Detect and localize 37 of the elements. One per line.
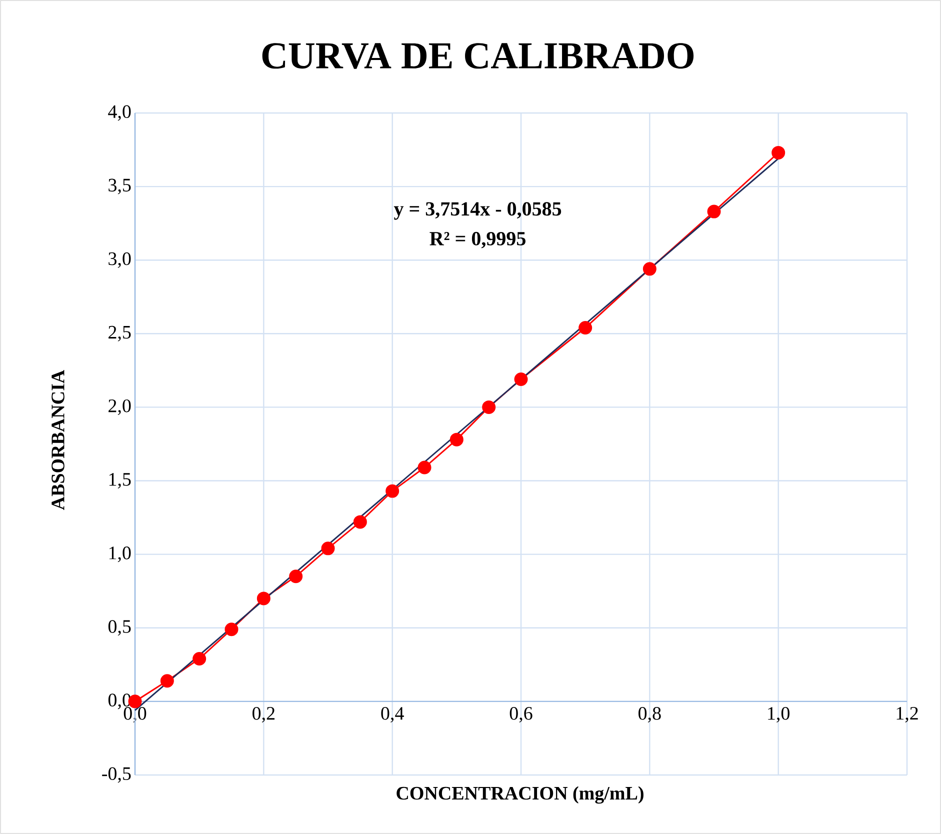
y-tick-label: 4,0	[108, 105, 131, 121]
point	[482, 400, 496, 414]
point	[256, 592, 270, 606]
point	[450, 432, 464, 446]
annotation: R² = 0,9995	[430, 232, 526, 248]
point	[321, 542, 335, 556]
y-tick-label: -0,5	[102, 767, 131, 783]
y-tick-label: 2,0	[108, 399, 131, 415]
x-axis-title: CONCENTRACION (mg/mL)	[396, 786, 644, 804]
point	[578, 321, 592, 335]
x-tick-label: 0,2	[252, 706, 275, 723]
x-tick-label: 0,6	[510, 706, 532, 723]
x-tick-label: 1,2	[896, 706, 918, 722]
y-axis-title: ABSORBANCIA	[52, 370, 64, 510]
point	[514, 372, 528, 386]
chart-title: CURVA DE CALIBRADO	[262, 43, 694, 69]
point	[386, 484, 400, 498]
x-tick-label: 0,0	[124, 706, 146, 723]
point	[224, 622, 238, 636]
x-tick-label: 1,0	[768, 706, 790, 723]
y-tick-label: 1,5	[109, 473, 131, 488]
point	[418, 460, 432, 474]
y-tick-label: 2,5	[108, 326, 131, 342]
point	[192, 652, 206, 666]
x-tick-label: 0,8	[638, 706, 661, 723]
point	[772, 146, 786, 160]
annotation: y = 3,7514x - 0,0585	[394, 202, 562, 220]
x-tick-label: 0,4	[381, 706, 404, 723]
y-tick-label: 1,0	[109, 546, 131, 562]
point	[642, 262, 656, 276]
y-tick-label: 3,5	[108, 178, 131, 194]
point	[289, 570, 303, 584]
point	[160, 674, 174, 688]
y-tick-label: 0,5	[108, 620, 131, 636]
point	[707, 204, 721, 218]
point	[353, 515, 367, 529]
y-tick-label: 3,0	[108, 252, 131, 268]
